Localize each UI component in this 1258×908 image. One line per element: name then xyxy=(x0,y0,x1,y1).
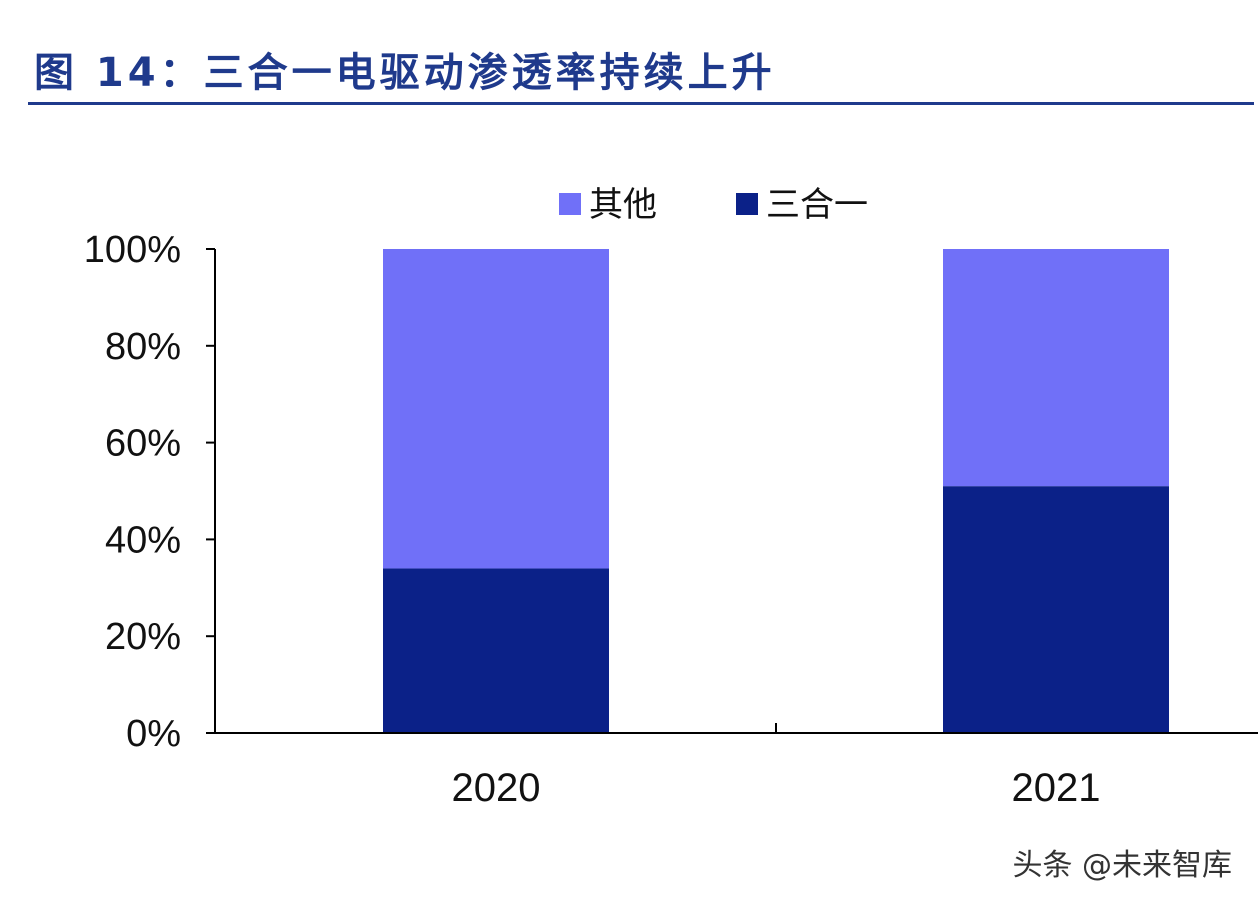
chart-legend: 其他 三合一 xyxy=(559,185,868,225)
y-tick-label: 20% xyxy=(105,616,181,658)
figure-title: 图 14：三合一电驱动渗透率持续上升 xyxy=(34,50,776,96)
x-axis: 2020 2021 xyxy=(215,723,1258,810)
watermark: 头条 @未来智库 xyxy=(1012,848,1232,883)
bar-segment xyxy=(383,568,609,733)
y-tick-label: 40% xyxy=(105,519,181,561)
legend-label: 三合一 xyxy=(766,185,868,225)
x-tick-label: 2021 xyxy=(1012,766,1101,810)
y-tick-label: 100% xyxy=(84,229,181,271)
legend-swatch xyxy=(559,193,581,215)
title-divider xyxy=(28,102,1254,105)
y-axis: 0% 20% 40% 60% 80% 100% xyxy=(84,229,216,755)
figure-title-bar: 图 14：三合一电驱动渗透率持续上升 xyxy=(28,30,1254,105)
bar-segment xyxy=(943,249,1169,487)
chart-bars xyxy=(383,249,1169,733)
y-tick-label: 80% xyxy=(105,326,181,368)
y-tick-label: 60% xyxy=(105,423,181,465)
bar-segment xyxy=(383,249,609,569)
legend-label: 其他 xyxy=(589,185,657,225)
x-tick-label: 2020 xyxy=(452,766,541,810)
legend-swatch xyxy=(736,193,758,215)
bar-segment xyxy=(943,486,1169,733)
y-tick-label: 0% xyxy=(126,713,181,755)
